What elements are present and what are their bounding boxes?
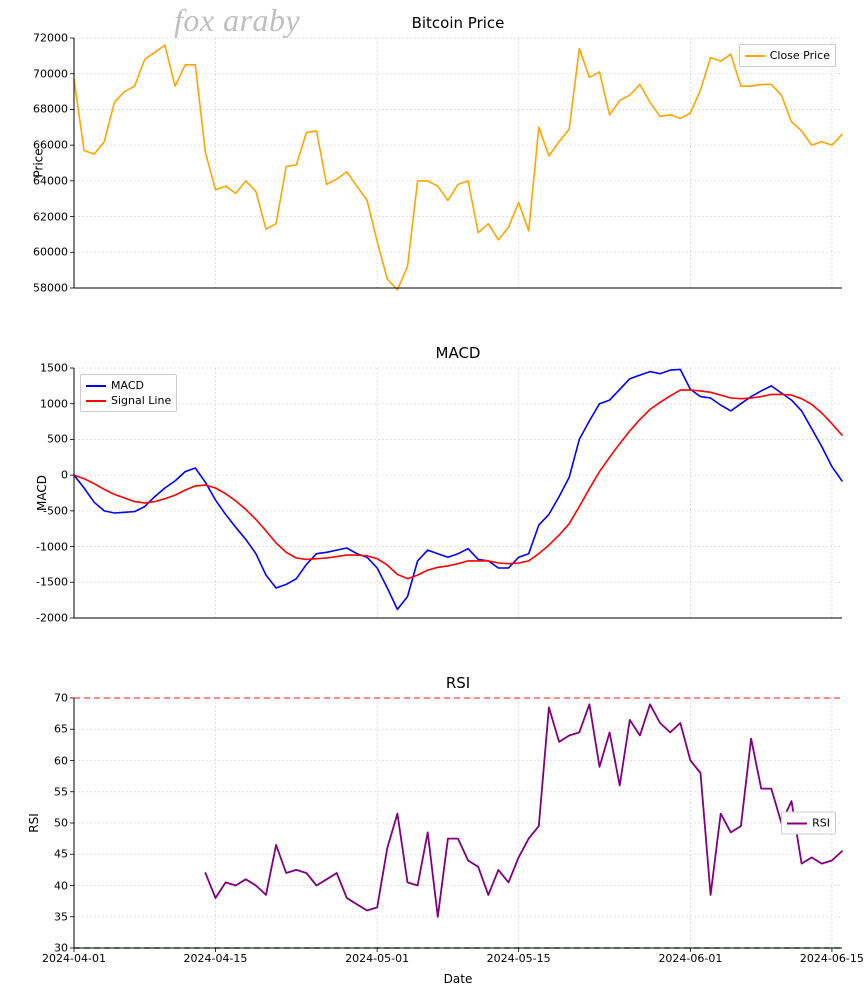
macd-chart-svg [74,368,842,618]
ytick-label: 68000 [33,103,68,116]
xtick-label: 2024-06-01 [658,952,722,965]
ytick-label: 70 [54,692,68,705]
ytick-label: 500 [47,433,68,446]
xtick-label: 2024-04-15 [184,952,248,965]
legend-swatch [787,822,807,824]
ytick-label: 65 [54,723,68,736]
ytick-label: 35 [54,910,68,923]
price-panel: Bitcoin Price Price 58000600006200064000… [74,38,842,288]
x-axis-label: Date [74,972,842,986]
price-title: Bitcoin Price [74,14,842,32]
price-legend: Close Price [739,44,836,67]
macd-title: MACD [74,344,842,362]
ytick-label: -2000 [36,612,68,625]
ytick-label: 66000 [33,139,68,152]
macd-legend: MACD Signal Line [80,374,177,412]
legend-swatch [86,385,106,387]
macd-yticks: -2000-1500-1000-500050010001500 [14,368,74,618]
ytick-label: 55 [54,785,68,798]
rsi-panel: RSI RSI 303540455055606570 RSI 2024-04-0… [74,698,842,948]
ytick-label: 60 [54,754,68,767]
ytick-label: 45 [54,848,68,861]
rsi-legend: RSI [781,812,836,835]
legend-item: RSI [787,816,830,831]
ytick-label: 0 [61,469,68,482]
ytick-label: -500 [43,504,68,517]
legend-label: Close Price [770,49,830,62]
price-chart-svg [74,38,842,288]
ytick-label: 64000 [33,174,68,187]
ytick-label: 40 [54,879,68,892]
xtick-label: 2024-05-01 [345,952,409,965]
macd-panel: MACD MACD -2000-1500-1000-50005001000150… [74,368,842,618]
legend-item: MACD [86,378,171,393]
rsi-chart-svg [74,698,842,948]
xtick-label: 2024-05-15 [487,952,551,965]
ytick-label: 72000 [33,32,68,45]
ytick-label: 60000 [33,246,68,259]
xtick-label: 2024-04-01 [42,952,106,965]
legend-label: MACD [111,379,144,392]
ytick-label: 58000 [33,282,68,295]
ytick-label: -1000 [36,540,68,553]
legend-label: Signal Line [111,394,171,407]
ytick-label: 62000 [33,210,68,223]
ytick-label: 1500 [40,362,68,375]
ytick-label: -1500 [36,576,68,589]
ytick-label: 70000 [33,67,68,80]
legend-swatch [86,400,106,402]
legend-swatch [745,55,765,57]
figure: fox araby Bitcoin Price Price 5800060000… [0,0,868,980]
price-yticks: 5800060000620006400066000680007000072000 [14,38,74,288]
rsi-title: RSI [74,674,842,692]
legend-item: Signal Line [86,393,171,408]
legend-label: RSI [812,817,830,830]
ytick-label: 1000 [40,397,68,410]
xtick-label: 2024-06-15 [800,952,864,965]
ytick-label: 50 [54,817,68,830]
legend-item: Close Price [745,48,830,63]
rsi-yticks: 303540455055606570 [14,698,74,948]
